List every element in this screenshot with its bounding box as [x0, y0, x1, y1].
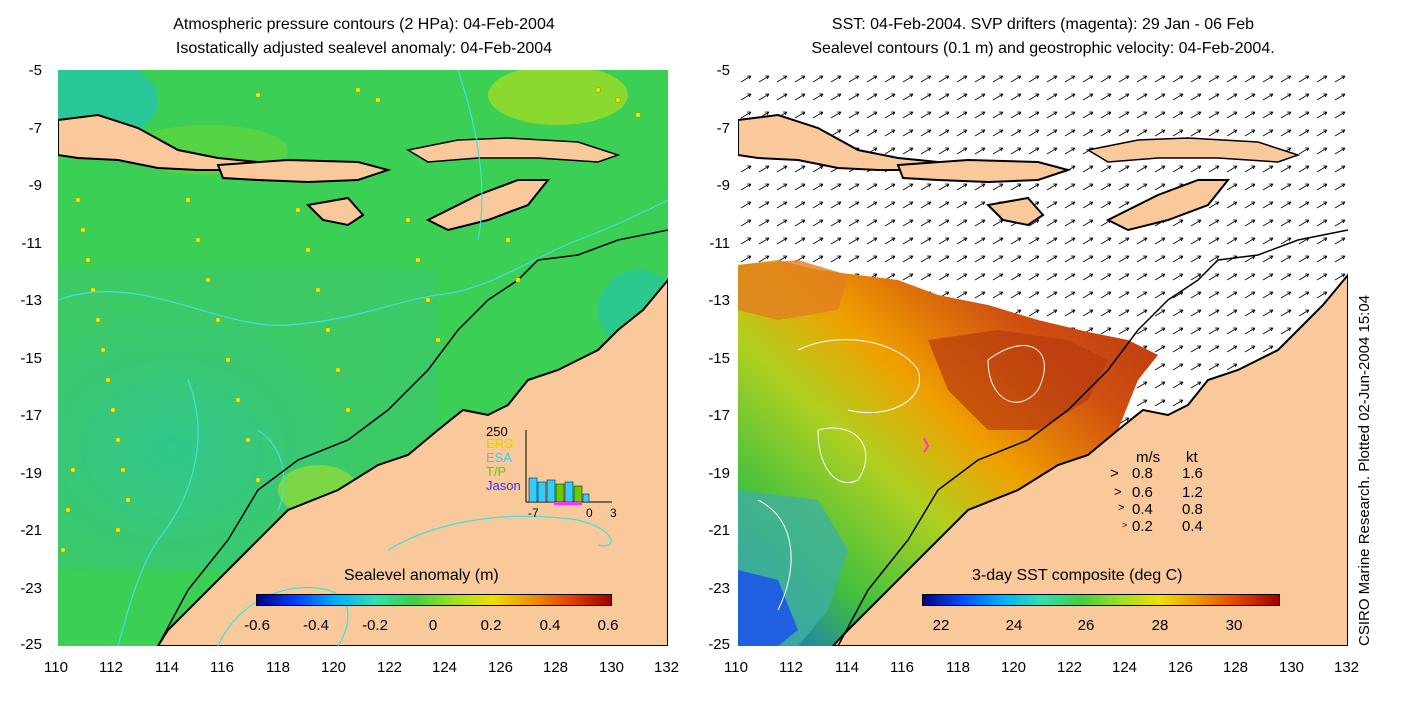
left-lat-label: -25 [20, 636, 42, 653]
left-lat-label: -23 [20, 580, 42, 597]
inset-legend-ers: ERS [486, 436, 513, 451]
velocity-key-kt: 0.8 [1182, 501, 1203, 518]
credit-text: CSIRO Marine Research. Plotted 02-Jun-20… [1356, 294, 1373, 646]
left-lat-label: -21 [20, 522, 42, 539]
right-lat-label: -23 [708, 580, 730, 597]
sla-colorbar-tick: -0.4 [303, 617, 329, 634]
velocity-key-ms: 0.6 [1132, 484, 1153, 501]
sla-colorbar-tick: 0.4 [539, 617, 561, 634]
sealevel-anomaly-map [58, 70, 668, 646]
left-lon-label: 116 [210, 659, 234, 676]
left-lon-label: 126 [488, 659, 514, 676]
velocity-key-ms: 0.4 [1132, 501, 1153, 518]
right-lat-label: -5 [716, 62, 730, 79]
right-lat-label: -21 [708, 522, 730, 539]
right-lat-label: -25 [708, 636, 730, 653]
right-lat-label: -11 [709, 235, 730, 252]
sst-map [738, 70, 1348, 646]
left-lon-label: 118 [266, 659, 290, 676]
left-lat-label: -13 [20, 292, 42, 309]
left-lon-label: 120 [321, 659, 347, 676]
right-lat-label: -13 [708, 292, 730, 309]
left-title-line1: Atmospheric pressure contours (2 HPa): 0… [173, 16, 555, 33]
velocity-key-ms: 0.8 [1132, 465, 1153, 482]
right-lon-label: 128 [1223, 659, 1249, 676]
right-lat-label: -15 [708, 350, 730, 367]
sst-colorbar-tick: 22 [932, 617, 950, 634]
left-lat-label: -15 [20, 350, 42, 367]
right-lon-label: 132 [1334, 659, 1360, 676]
inset-legend-tp: T/P [486, 464, 507, 479]
sst-colorbar-tick: 24 [1005, 617, 1023, 634]
left-lon-label: 128 [543, 659, 569, 676]
inset-xtick: -7 [528, 506, 539, 520]
inset-legend-esa: ESA [486, 450, 513, 465]
inset-xtick: 0 [586, 506, 593, 520]
right-lon-label: 122 [1057, 659, 1083, 676]
velocity-key-ms: 0.2 [1132, 518, 1153, 535]
right-lon-label: 118 [946, 659, 970, 676]
sst-colorbar-tick: 26 [1077, 617, 1095, 634]
right-lat-label: -9 [716, 177, 730, 194]
sla-colorbar-tick: -0.2 [362, 617, 388, 634]
right-lon-label: 110 [724, 659, 748, 676]
left-title-line2: Isostatically adjusted sealevel anomaly:… [175, 40, 553, 57]
left-lon-label: 114 [155, 659, 179, 676]
sla-colorbar-tick: 0 [428, 617, 438, 634]
right-lon-label: 112 [779, 659, 803, 676]
right-title-line2: Sealevel contours (0.1 m) and geostrophi… [811, 40, 1275, 57]
left-lat-label: -7 [28, 120, 42, 137]
right-lon-label: 120 [1001, 659, 1027, 676]
sla-colorbar-tick: 0.2 [480, 617, 502, 634]
sst-colorbar-tick: 30 [1225, 617, 1243, 634]
left-lon-label: 132 [654, 659, 680, 676]
velocity-key-header-ms: m/s [1136, 449, 1161, 466]
left-lon-label: 112 [99, 659, 123, 676]
inset-bars [525, 430, 612, 505]
inset-legend-jason: Jason [486, 478, 521, 493]
right-lon-label: 126 [1168, 659, 1194, 676]
velocity-key-kt: 0.4 [1182, 518, 1203, 535]
sst-colorbar-tick: 28 [1151, 617, 1169, 634]
left-lon-label: 122 [377, 659, 403, 676]
sst-colorbar [922, 594, 1280, 606]
left-lat-label: -9 [28, 177, 42, 194]
right-lon-label: 116 [890, 659, 914, 676]
sst-colorbar-label: 3-day SST composite (deg C) [972, 567, 1183, 584]
velocity-arrow-icon: > [1122, 520, 1128, 530]
inset-ymax-label: 250 [486, 424, 508, 439]
sla-colorbar-label: Sealevel anomaly (m) [344, 567, 499, 584]
right-lat-label: -17 [708, 407, 730, 424]
right-title-line1: SST: 04-Feb-2004. SVP drifters (magenta)… [831, 16, 1255, 33]
velocity-arrow-icon: > [1110, 465, 1119, 482]
left-lat-label: -11 [21, 235, 42, 252]
altimeter-inset: 250 GFO ERS ESA T/P Jason -7 0 3 [486, 424, 617, 524]
velocity-key-kt: 1.2 [1182, 484, 1203, 501]
inset-xtick: 3 [610, 506, 617, 520]
sla-colorbar-tick: -0.6 [244, 617, 270, 634]
sla-colorbar [256, 594, 612, 606]
right-lon-label: 130 [1279, 659, 1305, 676]
left-lon-label: 110 [44, 659, 68, 676]
inset-legend-gfo: GFO [486, 436, 515, 451]
velocity-key-header-kt: kt [1186, 449, 1198, 466]
right-lon-label: 114 [835, 659, 859, 676]
velocity-arrow-icon: > [1114, 484, 1122, 499]
left-lon-label: 124 [432, 659, 458, 676]
right-lat-label: -19 [708, 465, 730, 482]
left-lon-label: 130 [599, 659, 625, 676]
left-lat-label: -17 [20, 407, 42, 424]
left-lat-label: -19 [20, 465, 42, 482]
velocity-arrow-icon: > [1118, 502, 1125, 514]
velocity-key-kt: 1.6 [1182, 465, 1203, 482]
velocity-key: m/s kt > 0.8 1.6 > 0.6 1.2 > 0.4 0.8 > 0… [1106, 449, 1216, 539]
right-lon-label: 124 [1112, 659, 1138, 676]
right-lat-label: -7 [716, 120, 730, 137]
sla-colorbar-tick: 0.6 [597, 617, 619, 634]
left-lat-label: -5 [28, 62, 42, 79]
